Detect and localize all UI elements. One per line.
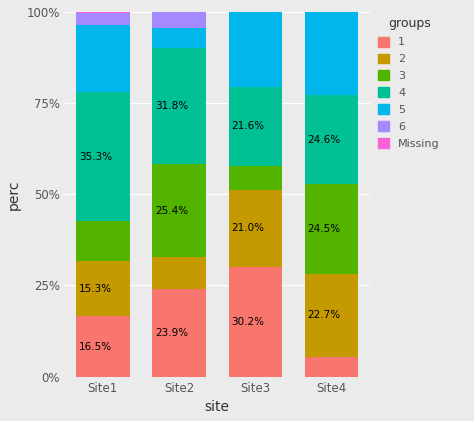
Text: 24.6%: 24.6% (308, 135, 341, 144)
Bar (153, 48, 206, 164)
Text: 16.5%: 16.5% (79, 341, 112, 352)
Legend: 1, 2, 3, 4, 5, 6, Missing: 1, 2, 3, 4, 5, 6, Missing (378, 18, 440, 149)
Bar (305, 184, 358, 274)
Bar (76, 13, 129, 25)
Bar (153, 290, 206, 377)
Text: 22.7%: 22.7% (308, 310, 341, 320)
Bar (305, 357, 358, 377)
Text: 15.3%: 15.3% (79, 284, 112, 293)
Bar (76, 261, 129, 317)
Bar (305, 12, 358, 95)
Text: 25.4%: 25.4% (155, 206, 188, 216)
Bar (228, 12, 282, 87)
Text: 30.2%: 30.2% (231, 317, 264, 327)
Bar (228, 190, 282, 266)
Bar (305, 274, 358, 357)
Text: 21.6%: 21.6% (231, 121, 264, 131)
Text: 24.5%: 24.5% (308, 224, 341, 234)
Bar (153, 12, 206, 28)
Text: 23.9%: 23.9% (155, 328, 188, 338)
Text: 35.3%: 35.3% (79, 152, 112, 162)
Bar (76, 25, 129, 92)
Bar (228, 87, 282, 166)
Bar (305, 95, 358, 184)
Bar (228, 266, 282, 377)
Bar (76, 92, 129, 221)
Bar (76, 221, 129, 261)
Text: 31.8%: 31.8% (155, 101, 188, 112)
Text: 21.0%: 21.0% (231, 223, 264, 233)
Bar (153, 28, 206, 48)
Y-axis label: perc: perc (7, 179, 21, 210)
Bar (76, 12, 129, 13)
Bar (228, 166, 282, 190)
Bar (76, 317, 129, 377)
X-axis label: site: site (205, 400, 230, 414)
Bar (153, 257, 206, 290)
Bar (153, 164, 206, 257)
